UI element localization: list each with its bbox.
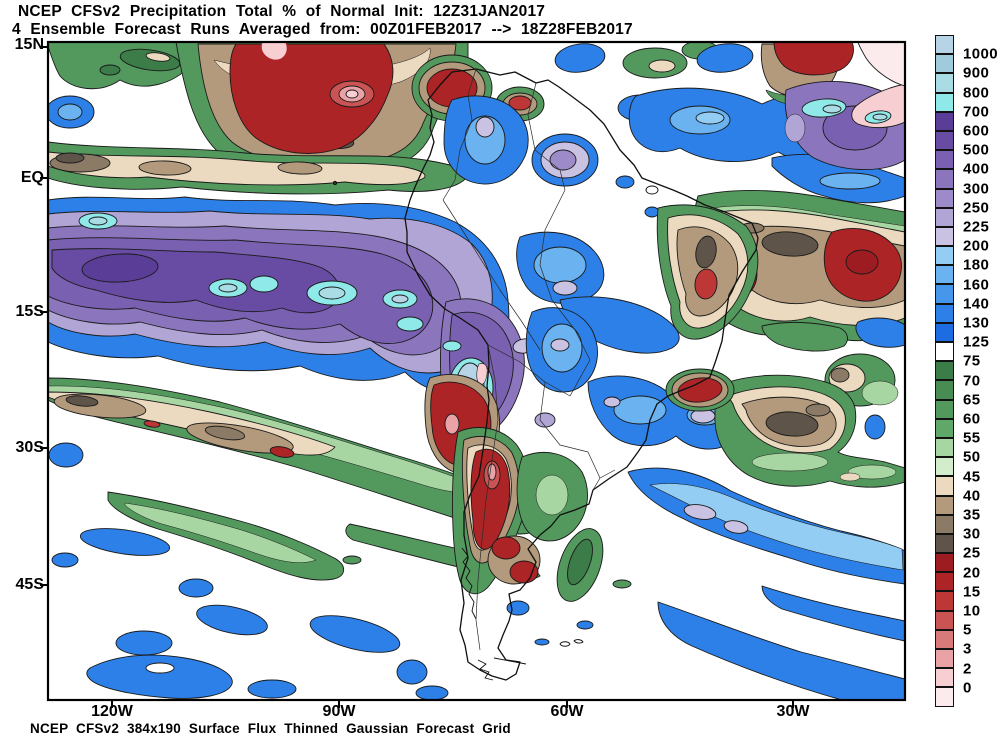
- legend-swatch: [935, 150, 954, 170]
- legend-swatch: [935, 246, 954, 266]
- legend-swatch: [935, 111, 954, 131]
- legend-swatch: [935, 629, 954, 649]
- legend-swatch: [935, 610, 954, 630]
- legend-swatch: [935, 303, 954, 323]
- map-contour-features: [48, 42, 905, 700]
- legend-value: 10: [963, 602, 981, 620]
- legend-value: 45: [963, 468, 981, 486]
- legend-swatch: [935, 342, 954, 362]
- legend-value: 70: [963, 372, 981, 390]
- legend-swatch: [935, 533, 954, 554]
- legend-value: 900: [963, 64, 990, 82]
- legend-swatch: [935, 284, 954, 304]
- legend-value: 40: [963, 487, 981, 505]
- legend-swatch: [935, 54, 954, 74]
- legend-swatch: [935, 649, 954, 669]
- legend-value: 1000: [963, 45, 998, 63]
- lon-label-30w: 30W: [776, 703, 810, 720]
- legend-value: 225: [963, 218, 990, 236]
- legend-swatch: [935, 457, 954, 477]
- legend-swatch: [935, 130, 954, 151]
- legend-value: 35: [963, 506, 981, 524]
- legend-value: 700: [963, 103, 990, 121]
- legend: [935, 35, 954, 707]
- lat-label-30s: 30S: [15, 439, 44, 456]
- lat-label-15s: 15S: [15, 303, 44, 320]
- legend-value: 300: [963, 180, 990, 198]
- legend-value: 600: [963, 122, 990, 140]
- legend-swatch: [935, 514, 954, 534]
- legend-value: 65: [963, 391, 981, 409]
- legend-value: 180: [963, 256, 990, 274]
- coastline: [332, 68, 759, 681]
- lon-label-60w: 60W: [550, 703, 584, 720]
- legend-swatch: [935, 169, 954, 189]
- legend-swatch: [935, 437, 954, 458]
- axis-ticks: [40, 46, 794, 708]
- legend-value: 125: [963, 333, 990, 351]
- lat-label-15n: 15N: [14, 36, 44, 53]
- legend-value: 400: [963, 160, 990, 178]
- legend-swatch: [935, 418, 954, 438]
- map-frame: [40, 40, 907, 708]
- legend-value: 30: [963, 525, 981, 543]
- legend-value: 140: [963, 295, 990, 313]
- lon-label-90w: 90W: [322, 703, 356, 720]
- legend-value: 160: [963, 276, 990, 294]
- legend-swatch: [935, 207, 954, 227]
- legend-swatch: [935, 361, 954, 381]
- legend-value: 75: [963, 352, 981, 370]
- country-borders: [442, 68, 616, 651]
- legend-swatch: [935, 265, 954, 285]
- legend-value: 0: [963, 679, 972, 697]
- legend-value: 55: [963, 429, 981, 447]
- legend-swatch: [935, 591, 954, 611]
- legend-swatch: [935, 572, 954, 592]
- legend-value: 50: [963, 448, 981, 466]
- legend-swatch: [935, 322, 954, 342]
- legend-value: 20: [963, 564, 981, 582]
- legend-swatch: [935, 668, 954, 688]
- lon-label-120w: 120W: [91, 703, 133, 720]
- lat-label-eq: EQ: [20, 169, 44, 186]
- legend-value: 3: [963, 640, 972, 658]
- lat-label-45s: 45S: [15, 576, 44, 593]
- legend-value: 25: [963, 544, 981, 562]
- legend-swatch: [935, 226, 954, 247]
- legend-value: 800: [963, 84, 990, 102]
- legend-swatch: [935, 73, 954, 93]
- legend-labels: 1000 900 800 700 600 500 400 300 250 225 200 180 160…: [963, 35, 1000, 707]
- legend-swatch: [935, 92, 954, 112]
- legend-value: 60: [963, 410, 981, 428]
- legend-swatch: [935, 399, 954, 419]
- legend-swatch: [935, 687, 954, 707]
- legend-value: 15: [963, 583, 981, 601]
- legend-swatch: [935, 35, 954, 55]
- legend-value: 2: [963, 660, 972, 678]
- legend-value: 130: [963, 314, 990, 332]
- legend-swatch: [935, 188, 954, 208]
- title-line-2: 4 Ensemble Forecast Runs Averaged from: …: [12, 21, 633, 38]
- legend-swatch: [935, 553, 954, 573]
- legend-value: 200: [963, 237, 990, 255]
- legend-value: 500: [963, 141, 990, 159]
- footer-caption: NCEP CFSv2 384x190 Surface Flux Thinned …: [30, 721, 511, 736]
- title-line-1: NCEP CFSv2 Precipitation Total % of Norm…: [18, 3, 546, 20]
- legend-swatch: [935, 476, 954, 496]
- legend-swatch: [935, 495, 954, 515]
- legend-value: 250: [963, 199, 990, 217]
- legend-swatch: [935, 380, 954, 400]
- legend-value: 5: [963, 621, 972, 639]
